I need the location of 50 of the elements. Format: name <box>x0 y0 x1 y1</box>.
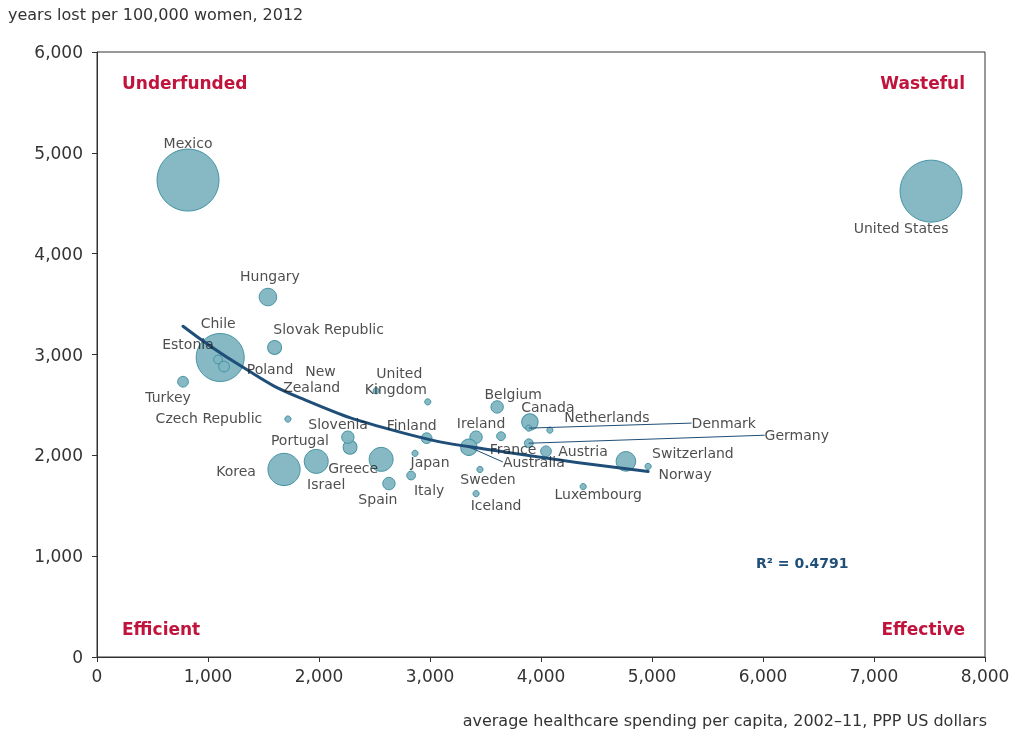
annotation: United States <box>853 220 949 237</box>
x-tick-label: 6,000 <box>738 665 788 686</box>
annotation: Israel <box>307 475 346 492</box>
annotation: Spain <box>358 491 398 508</box>
y-tick-label: 1,000 <box>34 546 83 567</box>
x-tick-label: 5,000 <box>627 665 677 686</box>
y-tick-label: 6,000 <box>34 42 83 62</box>
annotation: Slovak Republic <box>273 320 384 337</box>
y-tick-label: 2,000 <box>34 445 83 466</box>
y-tick-label: 0 <box>72 647 83 667</box>
annotation: Mexico <box>163 135 213 152</box>
annotation: Efficient <box>122 618 201 639</box>
annotation: United Kingdom <box>364 364 427 397</box>
x-tick-label: 7,000 <box>849 665 899 686</box>
annotation: Belgium <box>484 385 542 402</box>
annotation: Switzerland <box>652 444 734 461</box>
annotation: Germany <box>764 427 829 444</box>
annotation: Slovenia <box>308 415 368 432</box>
y-tick-label: 3,000 <box>34 344 83 365</box>
annotation: Chile <box>200 315 236 332</box>
annotation: Greece <box>328 459 379 476</box>
annotation: Luxembourg <box>554 485 642 502</box>
annotation: Effective <box>881 618 966 639</box>
x-tick-label: 2,000 <box>294 665 344 686</box>
y-axis-title: years lost per 100,000 women, 2012 <box>8 4 304 24</box>
annotation: Ireland <box>456 415 506 432</box>
annotation: Underfunded <box>122 72 248 93</box>
x-axis-title: average healthcare spending per capita, 2002–11, PPP US dollars <box>462 710 987 730</box>
y-tick-label: 4,000 <box>34 243 83 264</box>
annotation: Finland <box>386 417 437 434</box>
x-tick-label: 0 <box>91 665 103 686</box>
annotation: Iceland <box>470 497 522 514</box>
annotation: Turkey <box>144 389 191 406</box>
x-tick-label: 4,000 <box>516 665 566 686</box>
annotation: Poland <box>246 361 294 378</box>
annotation: Denmark <box>691 415 757 432</box>
annotation: Czech Republic <box>155 410 263 427</box>
x-tick-label: 8,000 <box>960 665 1010 686</box>
annotation: Italy <box>413 482 445 498</box>
annotation: R² = 0.4791 <box>756 555 849 571</box>
annotation: Wasteful <box>880 72 965 93</box>
y-tick-label: 5,000 <box>34 142 83 163</box>
annotation: Sweden <box>460 470 516 487</box>
x-tick-label: 1,000 <box>183 665 233 686</box>
annotation: Japan <box>409 454 450 471</box>
annotation: Portugal <box>270 432 329 449</box>
annotation: Korea <box>216 462 256 479</box>
annotation: Norway <box>658 465 712 482</box>
annotation: Hungary <box>240 268 300 285</box>
x-tick-label: 3,000 <box>405 665 455 686</box>
